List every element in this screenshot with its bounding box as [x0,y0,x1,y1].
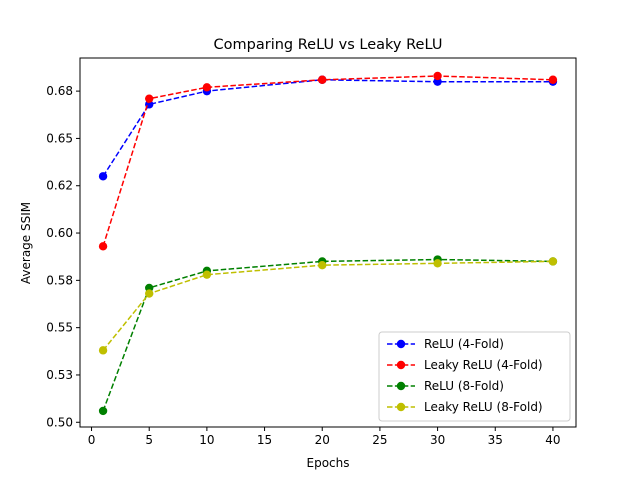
series-line-3 [102,258,553,412]
data-point-series-2 [145,94,154,103]
data-point-series-4 [548,257,558,266]
y-tick-label: 0.60 [46,226,73,240]
x-tick-label: 40 [545,433,560,447]
legend-label: ReLU (4-Fold) [424,337,504,351]
legend-label: Leaky ReLU (8-Fold) [424,400,543,414]
y-tick-label: 0.53 [46,368,73,382]
x-tick-label: 35 [488,433,503,447]
data-point-series-4 [318,261,327,270]
data-point-series-1 [98,172,108,181]
x-tick-label: 0 [88,433,96,447]
x-tick-label: 15 [257,433,272,447]
data-point-series-4 [98,346,108,355]
data-point-series-4 [145,289,154,298]
y-tick-label: 0.68 [46,84,73,98]
data-point-series-2 [318,75,327,84]
legend-swatch-marker [396,339,406,349]
data-point-series-4 [202,270,212,279]
data-point-series-2 [548,75,558,84]
x-axis-label: Epochs [307,456,350,470]
legend-swatch-marker [396,360,406,370]
x-tick-label: 5 [145,433,153,447]
data-point-series-2 [433,71,442,81]
legend-label: ReLU (8-Fold) [424,379,504,393]
legend-swatch-marker [396,402,406,412]
data-point-series-2 [202,83,212,92]
x-tick-label: 10 [199,433,214,447]
y-tick-label: 0.50 [46,415,73,429]
y-tick-label: 0.55 [46,321,73,335]
x-tick-label: 20 [315,433,330,447]
data-point-series-4 [433,259,442,268]
legend-label: Leaky ReLU (4-Fold) [424,358,543,372]
legend: ReLU (4-Fold) Leaky ReLU (4-Fold) ReLU (8-… [378,331,571,422]
y-tick-label: 0.58 [46,273,73,287]
series-line-2 [102,75,553,247]
x-tick-label: 25 [372,433,387,447]
series-line-4 [102,260,553,351]
legend-box [378,331,571,422]
y-axis-label: Average SSIM [19,202,33,284]
y-tick-label: 0.62 [46,179,73,193]
chart-title: Comparing ReLU vs Leaky ReLU [214,37,443,53]
y-tick-label: 0.65 [46,131,73,145]
legend-swatch-marker [396,381,406,391]
series-line-1 [102,79,553,177]
data-point-series-3 [98,406,108,416]
data-point-series-2 [98,242,108,251]
x-tick-label: 30 [430,433,445,447]
